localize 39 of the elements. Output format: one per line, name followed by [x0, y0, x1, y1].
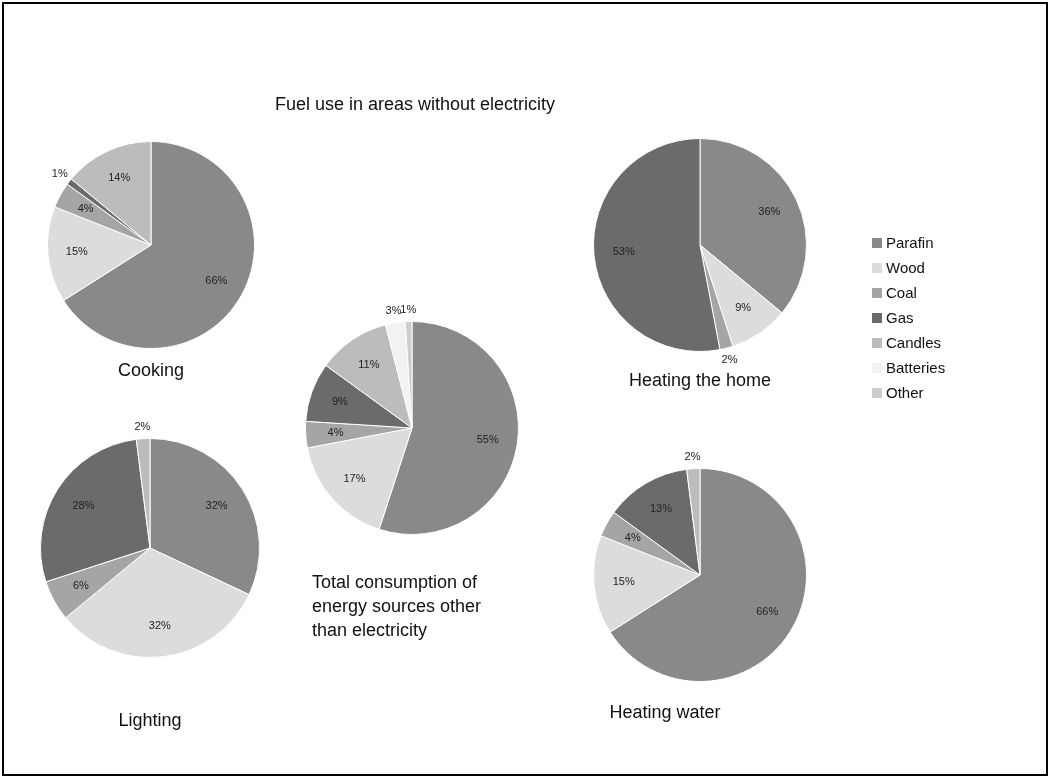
data-label: 13%: [649, 502, 673, 515]
data-label: 2%: [684, 449, 701, 462]
legend-label: Candles: [886, 334, 942, 351]
data-label: 32%: [148, 619, 172, 632]
data-label: 4%: [77, 202, 94, 215]
legend-label: Other: [886, 384, 924, 401]
data-label: 11%: [358, 357, 380, 370]
data-label: 55%: [476, 433, 499, 446]
data-label: 36%: [758, 205, 781, 218]
data-label: 15%: [65, 245, 89, 258]
text: Total consumption of energy sources other than electricity: [312, 571, 483, 642]
data-label: 32%: [205, 498, 228, 511]
text: Lighting: [118, 709, 182, 732]
text: Fuel use in areas without electricity: [274, 93, 556, 116]
legend-label: Coal: [886, 284, 917, 301]
data-label: 2%: [134, 419, 151, 432]
data-label: 15%: [612, 575, 635, 588]
data-label: 66%: [756, 604, 779, 617]
data-label: 4%: [327, 425, 344, 438]
data-label: 3%: [385, 303, 402, 316]
data-label: 4%: [624, 531, 641, 544]
legend-label: Parafin: [886, 234, 934, 251]
data-label: 9%: [735, 301, 752, 314]
data-label: 1%: [400, 302, 417, 315]
data-label: 17%: [343, 471, 366, 484]
legend-label: Batteries: [886, 359, 946, 376]
legend-label: Wood: [886, 259, 925, 276]
data-label: 28%: [72, 498, 95, 511]
text: Cooking: [117, 359, 185, 382]
data-label: 66%: [205, 273, 228, 286]
data-label: 14%: [108, 170, 131, 183]
data-label: 6%: [72, 579, 90, 592]
data-label: 1%: [51, 167, 68, 180]
text: Heating the home: [628, 369, 772, 392]
data-label: 53%: [612, 245, 635, 258]
data-label: 9%: [331, 395, 349, 408]
legend-label: Gas: [886, 309, 914, 326]
text: Heating water: [609, 701, 721, 724]
data-label: 2%: [721, 352, 738, 365]
